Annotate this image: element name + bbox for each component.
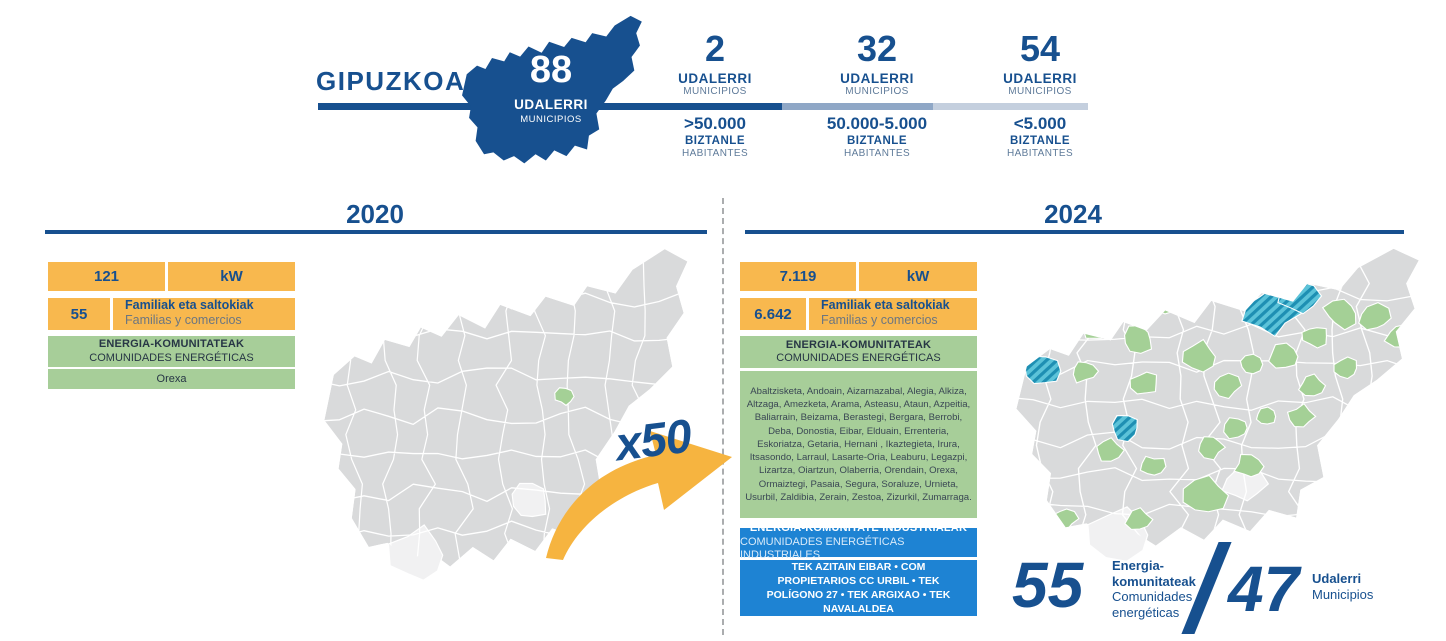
stat-number: 32 (856, 28, 898, 69)
families-label-eu: Familiak eta saltokiak (821, 298, 950, 312)
families-labels-2024: Familiak eta saltokiak Familias y comerc… (809, 298, 977, 330)
population-stat-medium: 32 UDALERRI MUNICIPIOS 50.000-5.000 BIZT… (805, 30, 949, 195)
total-municipalities-number: 88 (529, 49, 573, 91)
stat-label-eu: UDALERRI (678, 71, 752, 86)
summary-communities-label-eu: Energia-komunitateak (1112, 558, 1196, 589)
stat-range-eu: BIZTANLE (1009, 135, 1070, 147)
gipuzkoa-header-map: 88 UDALERRI MUNICIPIOS (448, 13, 654, 171)
summary-municipalities-labels: Udalerri Municipios (1312, 571, 1402, 602)
summary-municipalities-label-eu: Udalerri (1312, 571, 1362, 586)
families-value-2024: 6.642 (740, 298, 806, 330)
stat-range: >50.000 (684, 114, 746, 133)
summary-communities-number: 55 (1012, 549, 1084, 621)
industrial-header: ENERGIA-KOMUNITATE INDUSTRIALAK COMUNIDA… (740, 522, 977, 561)
gipuzkoa-map-2024 (1016, 248, 1419, 561)
gipuzkoa-silhouette-icon (462, 15, 642, 164)
stat-range-es: HABITANTES (681, 148, 749, 159)
industrial-list-box: TEK AZITAIN EIBAR • COM PROPIETARIOS CC … (740, 560, 977, 616)
stat-label-eu: UDALERRI (840, 71, 914, 86)
growth-arrow-icon (546, 431, 732, 560)
stat-range: <5.000 (1013, 114, 1067, 133)
year-2024-title: 2024 (1044, 199, 1102, 229)
summary-communities-labels: Energia-komunitateak Comunidades energét… (1112, 558, 1204, 620)
population-stat-small: 54 UDALERRI MUNICIPIOS <5.000 BIZTANLE H… (968, 30, 1112, 195)
summary-municipalities-label-es: Municipios (1312, 586, 1374, 602)
stat-range-es: HABITANTES (843, 148, 911, 159)
year-2020-rule (45, 230, 707, 234)
stat-label-es: MUNICIPIOS (683, 86, 747, 97)
stat-label-es: MUNICIPIOS (845, 86, 909, 97)
industrial-header-eu: ENERGIA-KOMUNITATE INDUSTRIALAK (749, 522, 968, 535)
stat-number: 54 (1019, 28, 1061, 69)
summary-communities-label-es: Comunidades energéticas (1112, 589, 1193, 620)
families-label-es: Familias y comercios (125, 313, 242, 327)
communities-header-es: COMUNIDADES ENERGÉTICAS (89, 351, 254, 364)
communities-header-2024: ENERGIA-KOMUNITATEAK COMUNIDADES ENERGÉT… (740, 336, 977, 368)
communities-list-2024: Abaltzisketa, Andoain, Aizarnazabal, Ale… (745, 385, 972, 504)
stat-label-eu: UDALERRI (1003, 71, 1077, 86)
kw-unit-2024: kW (859, 262, 977, 291)
kw-unit-2020: kW (168, 262, 295, 291)
kw-value-2020: 121 (48, 262, 165, 291)
total-municipalities-label-eu: UDALERRI (514, 97, 588, 112)
industrial-header-es: COMUNIDADES ENERGÉTICAS INDUSTRIALES (740, 535, 905, 562)
communities-header-eu: ENERGIA-KOMUNITATEAK (98, 338, 245, 350)
total-municipalities-label-es: MUNICIPIOS (520, 114, 582, 125)
stat-label-es: MUNICIPIOS (1008, 86, 1072, 97)
families-label-es: Familias y comercios (821, 313, 938, 327)
province-title: GIPUZKOA (316, 66, 466, 96)
population-bar-segment-medium (782, 103, 933, 110)
communities-list-2020: Orexa (48, 369, 295, 389)
population-stat-large: 2 UDALERRI MUNICIPIOS >50.000 BIZTANLE H… (650, 30, 780, 195)
stat-number: 2 (704, 28, 726, 69)
communities-header-2020: ENERGIA-KOMUNITATEAK COMUNIDADES ENERGÉT… (48, 336, 295, 367)
communities-header-eu: ENERGIA-KOMUNITATEAK (785, 338, 932, 351)
stat-range-eu: BIZTANLE (684, 135, 745, 147)
year-2024-rule (745, 230, 1404, 234)
year-2020-title: 2020 (346, 199, 404, 229)
stat-range: 50.000-5.000 (826, 114, 928, 133)
stat-range-es: HABITANTES (1006, 148, 1074, 159)
families-label-eu: Familiak eta saltokiak (125, 298, 254, 312)
summary-municipalities-number: 47 (1228, 553, 1300, 625)
communities-header-es: COMUNIDADES ENERGÉTICAS (776, 352, 941, 364)
industrial-list: TEK AZITAIN EIBAR • COM PROPIETARIOS CC … (766, 561, 951, 615)
families-value-2020: 55 (48, 298, 110, 330)
stat-range-eu: BIZTANLE (846, 135, 907, 147)
communities-list-box-2024: Abaltzisketa, Andoain, Aizarnazabal, Ale… (740, 371, 977, 518)
kw-value-2024: 7.119 (740, 262, 856, 291)
section-divider (722, 198, 724, 635)
families-labels-2020: Familiak eta saltokiak Familias y comerc… (113, 298, 295, 330)
population-bar-segment-small (933, 103, 1088, 110)
